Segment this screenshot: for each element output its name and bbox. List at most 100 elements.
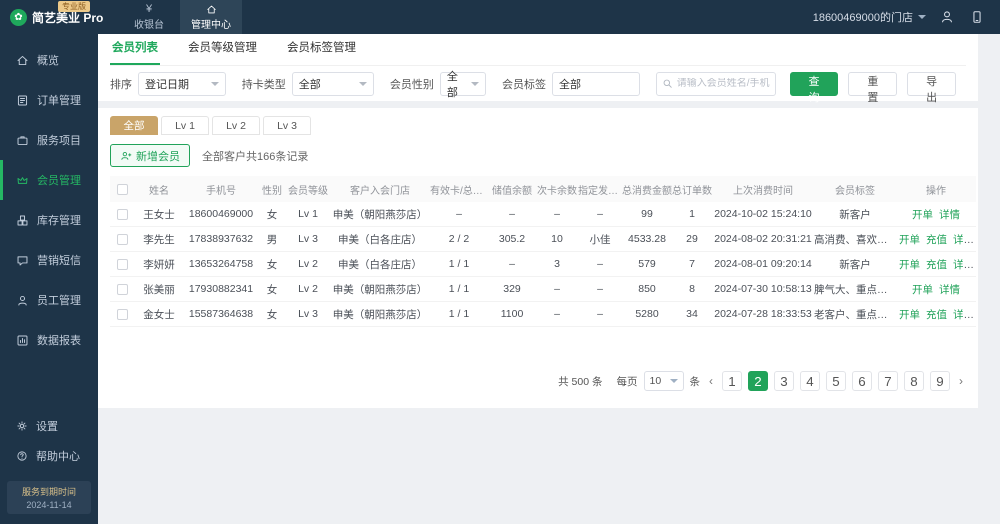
action-link[interactable]: 开单 [912,283,933,296]
sidebar-item-staff[interactable]: 员工管理 [0,280,98,320]
sidebar-item-orders[interactable]: 订单管理 [0,80,98,120]
page-button-1[interactable]: 1 [722,371,742,391]
reset-button[interactable]: 重置 [848,71,898,104]
row-checkbox[interactable] [116,208,128,220]
row-checkbox[interactable] [116,283,128,295]
cell-store: 申美（朝阳燕莎店） [332,208,428,221]
sidebar-item-inventory[interactable]: 库存管理 [0,200,98,240]
topnav-item-cashier[interactable]: ¥ 收银台 [118,0,180,34]
user-account-icon[interactable] [940,0,954,34]
member-tag-input[interactable]: 全部 [552,71,640,96]
store-selector[interactable]: 18600469000的门店 [813,0,926,34]
action-link[interactable]: 开单 [899,308,920,321]
action-link[interactable]: 开单 [899,233,920,246]
page-button-3[interactable]: 3 [774,371,794,391]
row-checkbox[interactable] [116,233,128,245]
per-page-select[interactable]: 10 [643,371,684,391]
sidebar-item-sms[interactable]: 营销短信 [0,240,98,280]
cell-gender: 女 [266,283,278,296]
search-input[interactable] [676,78,770,89]
add-member-button[interactable]: 新增会员 [110,144,190,167]
sidebar-item-services[interactable]: 服务项目 [0,120,98,160]
action-link[interactable]: 充值 [926,308,947,321]
level-tabs: 全部 Lv 1 Lv 2 Lv 3 [110,116,966,135]
help-icon [16,450,28,462]
action-link[interactable]: 开单 [899,258,920,271]
sidebar-item-gear[interactable]: 设置 [0,411,98,441]
member-tag-input-value: 全部 [559,78,582,91]
tab-0[interactable]: 会员列表 [110,39,160,65]
mobile-app-icon[interactable] [970,0,984,34]
action-link[interactable]: 充值 [926,233,947,246]
page-button-9[interactable]: 9 [930,371,950,391]
table-row: 李妍妍 13653264758 女 Lv 2 申美（白各庄店） 1 / 1 – 3 – 579 7 2… [110,252,976,277]
query-button[interactable]: 查询 [789,71,839,104]
level-tab-1[interactable]: Lv 1 [161,116,209,135]
sort-label: 排序 [110,78,132,91]
chevron-down-icon [918,15,926,19]
page-button-2[interactable]: 2 [748,371,768,391]
cell-total: 579 [638,258,656,270]
service-expiry-label: 服务到期时间 [21,487,76,497]
sort-select[interactable]: 登记日期 [138,71,226,96]
card-type-label: 持卡类型 [241,78,286,91]
sort-select-value: 登记日期 [145,78,189,91]
record-count: 全部客户共166条记录 [202,150,309,163]
sidebar-item-label: 数据报表 [37,335,81,347]
page-button-6[interactable]: 6 [852,371,872,391]
cell-balance: 305.2 [498,233,526,245]
per-page-value: 10 [649,375,662,387]
row-checkbox[interactable] [116,308,128,320]
tab-2[interactable]: 会员标签管理 [287,42,356,54]
sidebar-item-reports[interactable]: 数据报表 [0,320,98,360]
level-tab-0[interactable]: 全部 [110,116,158,135]
services-icon [16,134,29,147]
level-tab-2[interactable]: Lv 2 [212,116,260,135]
row-actions: 开单 充值 详情 [896,232,976,247]
cell-store: 申美（白各庄店） [338,258,422,271]
header-cell: 会员等级 [288,185,328,197]
main-content: 会员列表 会员等级管理 会员标签管理 排序 登记日期 持卡类型 全部 会员性别 全部… [98,34,1000,524]
page-button-8[interactable]: 8 [904,371,924,391]
service-expiry-badge: 服务到期时间 2024-11-14 [7,481,91,514]
action-link[interactable]: 开单 [912,208,933,221]
action-link[interactable]: 详情 [939,283,960,296]
page-button-4[interactable]: 4 [800,371,820,391]
cell-orders: 7 [689,258,695,270]
sidebar-item-members[interactable]: 会员管理 [0,160,98,200]
page-button-5[interactable]: 5 [826,371,846,391]
header-checkbox-cell [110,183,134,195]
action-link[interactable]: 充值 [926,258,947,271]
staff-icon [16,294,29,307]
topbar-spacer [242,0,813,34]
row-actions: 开单 充值 详情 [896,257,976,272]
sidebar-item-overview[interactable]: 概览 [0,40,98,80]
row-checkbox[interactable] [116,258,128,270]
row-checkbox-cell [110,258,134,270]
card-type-select[interactable]: 全部 [291,71,374,96]
level-tab-3[interactable]: Lv 3 [263,116,311,135]
action-link[interactable]: 详情 [953,233,974,246]
select-all-checkbox[interactable] [116,183,128,195]
cell-orders: 34 [686,308,698,320]
chevron-down-icon [210,81,219,86]
members-icon [16,174,29,187]
table-row: 张美丽 17930882341 女 Lv 2 申美（朝阳燕莎店） 1 / 1 329 – – 85… [110,277,976,302]
topnav-item-management-center[interactable]: 管理中心 [180,0,242,34]
action-link[interactable]: 详情 [939,208,960,221]
prev-page-button[interactable]: ‹ [706,374,716,388]
action-link[interactable]: 详情 [953,308,974,321]
cell-cards: 1 / 1 [448,308,470,320]
pagination-total: 共 500 条 [558,375,603,388]
row-actions: 开单 充值 详情 [896,307,976,322]
sidebar-item-help[interactable]: 帮助中心 [0,441,98,471]
next-page-button[interactable]: › [956,374,966,388]
cell-stylist: – [597,308,603,320]
tab-1[interactable]: 会员等级管理 [188,42,257,54]
export-button[interactable]: 导出 [907,71,957,104]
action-link[interactable]: 详情 [953,258,974,271]
page-button-7[interactable]: 7 [878,371,898,391]
gender-select[interactable]: 全部 [439,71,487,99]
